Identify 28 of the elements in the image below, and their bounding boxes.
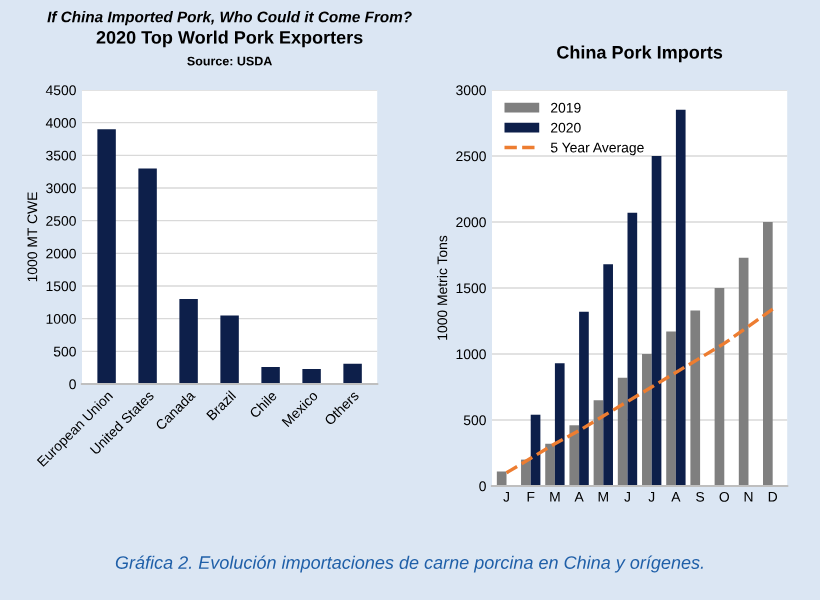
bar xyxy=(138,168,157,384)
bar xyxy=(593,400,604,486)
bar xyxy=(569,425,580,486)
chart-title: China Pork Imports xyxy=(557,45,723,63)
bar xyxy=(261,367,280,384)
bar xyxy=(220,315,239,384)
bar xyxy=(627,212,638,486)
bar xyxy=(642,354,652,486)
bar xyxy=(97,129,116,384)
bar xyxy=(714,288,725,486)
bar xyxy=(763,222,773,486)
bar xyxy=(496,471,507,486)
bar xyxy=(651,156,662,486)
bar xyxy=(603,264,613,486)
line-series xyxy=(504,307,775,475)
bar xyxy=(302,368,321,384)
bar xyxy=(179,299,198,384)
bar xyxy=(666,331,676,486)
bar xyxy=(545,443,555,486)
text: Gráfica 2. Evolución importaciones de carne porcina en China y orígenes. xyxy=(115,555,703,573)
bar xyxy=(738,257,749,486)
bar xyxy=(690,310,701,486)
bar xyxy=(675,109,686,486)
bar xyxy=(617,377,628,486)
bar xyxy=(579,311,589,486)
bar xyxy=(343,363,362,384)
chart-subtitle: 2020 Top World Pork Exporters xyxy=(96,30,363,48)
bar xyxy=(554,363,565,486)
